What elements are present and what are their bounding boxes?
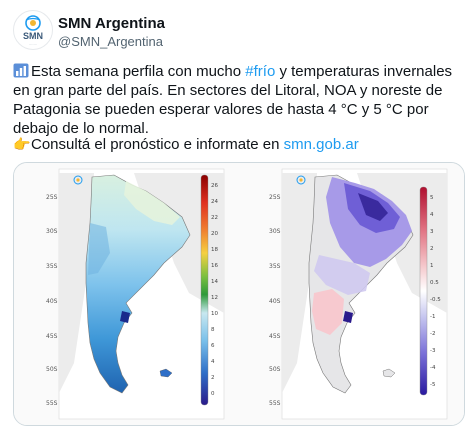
cta-text: Consultá el pronóstico e informate en bbox=[31, 136, 284, 153]
display-name[interactable]: SMN Argentina bbox=[58, 15, 165, 32]
argentina-outline-left bbox=[85, 174, 191, 394]
svg-text:55S: 55S bbox=[46, 400, 58, 407]
latitude-labels-right: 25S 30S 35S 40S 45S 50S 55S bbox=[269, 194, 281, 407]
svg-text:-2: -2 bbox=[430, 331, 435, 337]
svg-text:1: 1 bbox=[430, 263, 434, 269]
temperature-anomaly-map: 25S 30S 35S 40S 45S 50S 55S 5 4 3 2 1 0.… bbox=[239, 163, 464, 425]
svg-text:4: 4 bbox=[430, 212, 434, 218]
avatar[interactable]: SMN .......... bbox=[13, 10, 53, 50]
post-text-part-2: y temperaturas invernales en gran parte … bbox=[13, 63, 453, 137]
svg-text:0: 0 bbox=[211, 391, 215, 397]
hashtag-frio[interactable]: #frío bbox=[245, 63, 276, 80]
svg-text:20: 20 bbox=[211, 231, 218, 237]
svg-text:-4: -4 bbox=[430, 365, 436, 371]
temperature-colorbar bbox=[200, 174, 209, 406]
pointing-hand-icon: 👉 bbox=[13, 136, 31, 152]
svg-text:40S: 40S bbox=[269, 298, 281, 305]
colorbar-labels-right: 5 4 3 2 1 0.5 -0.5 -1 -2 -3 -4 -5 bbox=[430, 195, 441, 388]
svg-text:-3: -3 bbox=[430, 348, 436, 354]
svg-text:2: 2 bbox=[211, 375, 215, 381]
svg-text:24: 24 bbox=[211, 199, 218, 205]
svg-text:35S: 35S bbox=[46, 263, 58, 270]
post-text: Esta semana perfila con mucho #frío y te… bbox=[13, 62, 463, 138]
svg-text:-1: -1 bbox=[430, 314, 435, 320]
svg-text:30S: 30S bbox=[46, 228, 58, 235]
user-handle[interactable]: @SMN_Argentina bbox=[58, 34, 163, 49]
svg-text:3: 3 bbox=[430, 229, 434, 235]
svg-text:5: 5 bbox=[430, 195, 434, 201]
temperature-forecast-map: 25S 30S 35S 40S 45S 50S 55S 26 24 22 20 … bbox=[14, 163, 239, 425]
post-text-part-1: Esta semana perfila con mucho bbox=[31, 63, 246, 80]
svg-text:-5: -5 bbox=[430, 382, 436, 388]
svg-text:25S: 25S bbox=[46, 194, 58, 201]
svg-text:18: 18 bbox=[211, 247, 218, 253]
media-attachment[interactable]: 25S 30S 35S 40S 45S 50S 55S 26 24 22 20 … bbox=[13, 162, 465, 426]
svg-text:50S: 50S bbox=[269, 366, 281, 373]
svg-text:12: 12 bbox=[211, 295, 218, 301]
anomaly-colorbar bbox=[419, 186, 428, 396]
svg-text:-0.5: -0.5 bbox=[430, 297, 441, 303]
svg-text:14: 14 bbox=[211, 279, 218, 285]
svg-text:4: 4 bbox=[211, 359, 215, 365]
svg-text:50S: 50S bbox=[46, 366, 58, 373]
svg-text:26: 26 bbox=[211, 183, 218, 189]
svg-text:45S: 45S bbox=[269, 333, 281, 340]
svg-text:22: 22 bbox=[211, 215, 218, 221]
avatar-logo-text: SMN bbox=[23, 31, 43, 41]
colorbar-labels-left: 26 24 22 20 18 16 14 12 10 8 6 4 2 0 bbox=[211, 183, 218, 397]
svg-text:40S: 40S bbox=[46, 298, 58, 305]
svg-text:2: 2 bbox=[430, 246, 434, 252]
svg-text:6: 6 bbox=[211, 343, 215, 349]
svg-text:..........: .......... bbox=[29, 42, 38, 46]
svg-text:25S: 25S bbox=[269, 194, 281, 201]
svg-text:8: 8 bbox=[211, 327, 215, 333]
latitude-labels-left: 25S 30S 35S 40S 45S 50S 55S bbox=[46, 194, 58, 407]
smn-link[interactable]: smn.gob.ar bbox=[283, 136, 359, 153]
svg-text:55S: 55S bbox=[269, 400, 281, 407]
svg-text:45S: 45S bbox=[46, 333, 58, 340]
svg-text:0.5: 0.5 bbox=[430, 280, 439, 286]
post-cta: 👉Consultá el pronóstico e informate en s… bbox=[13, 135, 463, 154]
svg-text:16: 16 bbox=[211, 263, 218, 269]
svg-text:10: 10 bbox=[211, 311, 218, 317]
svg-text:35S: 35S bbox=[269, 263, 281, 270]
svg-text:30S: 30S bbox=[269, 228, 281, 235]
chart-emoji-icon bbox=[13, 63, 29, 78]
